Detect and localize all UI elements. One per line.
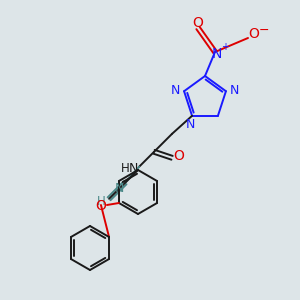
Text: H: H	[97, 195, 105, 208]
Text: O: O	[95, 199, 106, 213]
Text: N: N	[128, 162, 138, 175]
Text: H: H	[121, 162, 129, 175]
Text: N: N	[114, 182, 124, 195]
Text: N: N	[230, 84, 240, 97]
Text: +: +	[221, 42, 229, 52]
Text: O: O	[193, 16, 203, 30]
Text: N: N	[185, 118, 195, 131]
Text: O: O	[174, 149, 184, 163]
Text: −: −	[259, 23, 269, 37]
Text: O: O	[249, 27, 260, 41]
Text: N: N	[212, 47, 222, 61]
Text: N: N	[170, 84, 180, 97]
